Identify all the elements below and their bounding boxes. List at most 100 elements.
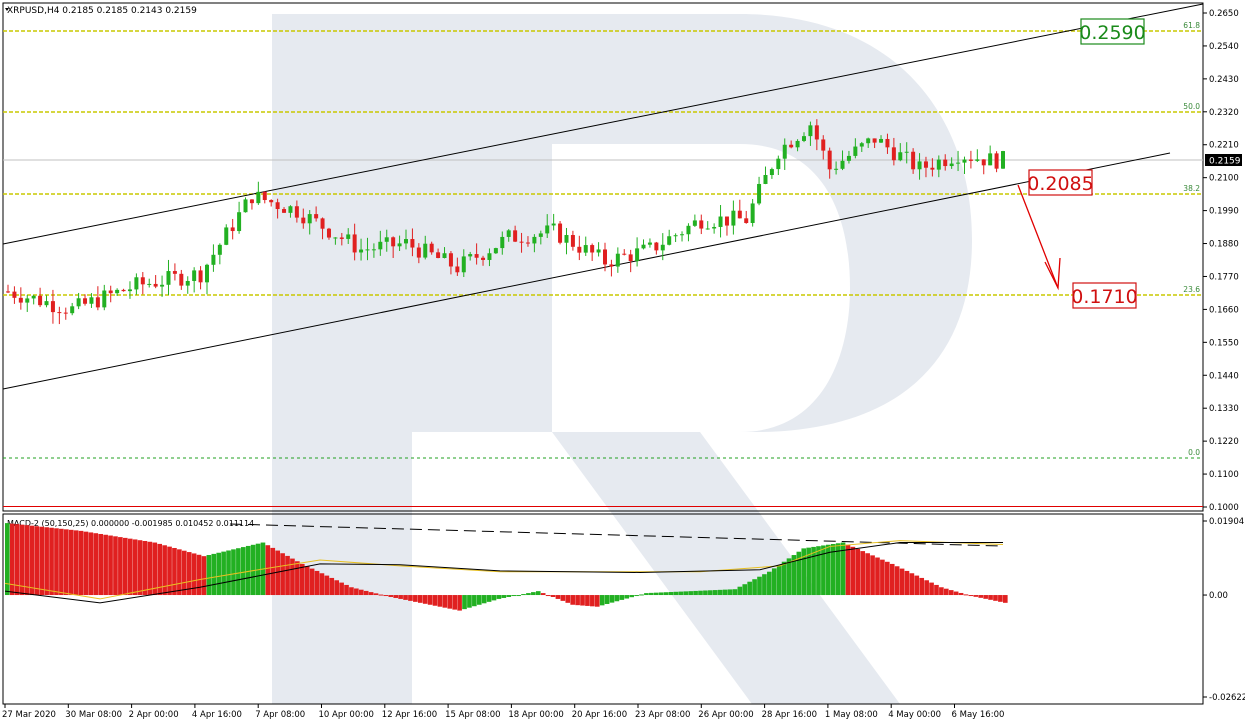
- candle-body: [795, 140, 800, 148]
- macd-bar: [275, 550, 281, 596]
- macd-bar: [540, 593, 546, 596]
- candle-body: [294, 206, 299, 218]
- x-tick-label: 18 Apr 00:00: [508, 710, 563, 720]
- macd-bar: [137, 540, 143, 596]
- macd-bar: [634, 595, 639, 597]
- macd-bar: [147, 541, 153, 596]
- fib-level-label: 61.8: [1183, 21, 1200, 30]
- x-tick-label: 7 Apr 08:00: [255, 710, 305, 720]
- macd-bar: [614, 595, 620, 602]
- macd-bar: [29, 525, 35, 596]
- candle-body: [31, 295, 36, 299]
- candle-body: [288, 206, 293, 213]
- candle-body: [423, 243, 428, 258]
- macd-bar: [963, 594, 969, 596]
- candle-body: [840, 160, 845, 169]
- candle-body: [776, 158, 781, 170]
- candle-body: [641, 244, 646, 249]
- x-tick-label: 1 May 08:00: [825, 710, 878, 720]
- candle-body: [198, 270, 203, 283]
- header-dropdown-icon[interactable]: [5, 8, 9, 11]
- candle-body: [359, 249, 364, 253]
- macd-bar: [388, 595, 394, 597]
- macd-bar: [570, 595, 575, 605]
- macd-tick-label: 0.01904: [1209, 517, 1244, 527]
- x-tick-label: 10 Apr 00:00: [319, 710, 374, 720]
- x-tick-label: 6 May 16:00: [952, 710, 1005, 720]
- target-label-0.2085: 0.2085: [1027, 169, 1094, 196]
- macd-bar: [609, 595, 615, 603]
- candle-body: [25, 298, 30, 303]
- candle-body: [384, 237, 389, 242]
- candle-body: [962, 159, 967, 163]
- candle-body: [282, 209, 287, 213]
- macd-bar: [417, 595, 423, 603]
- macd-bar: [639, 594, 644, 596]
- macd-bar: [811, 546, 816, 596]
- candle-body: [391, 237, 396, 247]
- macd-bar: [339, 582, 344, 596]
- macd-bar: [727, 589, 733, 596]
- candle-body: [911, 151, 916, 170]
- y-tick-label: 0.1330: [1209, 404, 1239, 414]
- candle-body: [821, 139, 826, 151]
- candle-body: [211, 254, 216, 265]
- candle-body: [134, 277, 139, 290]
- candle-body: [249, 199, 254, 204]
- candle-body: [76, 298, 81, 307]
- macd-bar: [516, 595, 521, 597]
- candle-body: [635, 248, 640, 262]
- candle-body: [185, 280, 190, 286]
- macd-bar: [467, 595, 472, 608]
- candle-body: [782, 144, 787, 159]
- macd-bar: [14, 524, 20, 596]
- candle-body: [737, 210, 742, 219]
- y-tick-label: 0.1770: [1209, 272, 1239, 282]
- candle-body: [904, 151, 909, 153]
- candle-body: [314, 214, 319, 219]
- forecast-arrow: [1017, 184, 1061, 291]
- candle-body: [224, 227, 229, 245]
- macd-histogram: [5, 523, 1008, 611]
- candle-body: [930, 167, 935, 170]
- candle-body: [769, 169, 774, 176]
- macd-bar: [98, 533, 104, 596]
- candle-body: [326, 228, 331, 238]
- x-tick-label: 12 Apr 16:00: [382, 710, 437, 720]
- candle-body: [680, 234, 685, 236]
- target-label-0.1710: 0.1710: [1071, 282, 1138, 309]
- candle-body: [564, 235, 569, 243]
- y-tick-label: 0.2430: [1209, 75, 1239, 85]
- candle-body: [410, 239, 415, 248]
- candle-body: [603, 249, 607, 265]
- macd-bar: [236, 548, 241, 596]
- candle-body: [853, 146, 858, 156]
- macd-bar: [629, 595, 634, 598]
- macd-bar: [855, 548, 861, 596]
- macd-bar: [501, 595, 507, 598]
- macd-bar: [496, 595, 502, 599]
- candle-body: [628, 254, 633, 262]
- candle-body: [153, 283, 158, 287]
- macd-bar: [408, 595, 413, 601]
- macd-dashed-line: [229, 523, 1001, 547]
- macd-bar: [191, 553, 197, 596]
- macd-bar: [113, 536, 118, 596]
- macd-bar: [78, 530, 84, 596]
- candle-body: [609, 264, 614, 267]
- macd-bar: [221, 551, 226, 596]
- macd-bar: [717, 589, 723, 596]
- candle-body: [442, 253, 447, 259]
- candle-body: [172, 271, 177, 274]
- macd-bar: [850, 546, 856, 596]
- target-text-0.2590: 0.2590: [1079, 22, 1145, 44]
- y-tick-label: 0.1550: [1209, 338, 1239, 348]
- candle-body: [570, 235, 575, 247]
- macd-bar: [899, 568, 905, 596]
- y-tick-label: 0.1440: [1209, 371, 1239, 381]
- macd-bar: [63, 529, 69, 596]
- macd-bar: [649, 592, 654, 596]
- macd-bar: [358, 589, 364, 596]
- candle-body: [532, 236, 537, 244]
